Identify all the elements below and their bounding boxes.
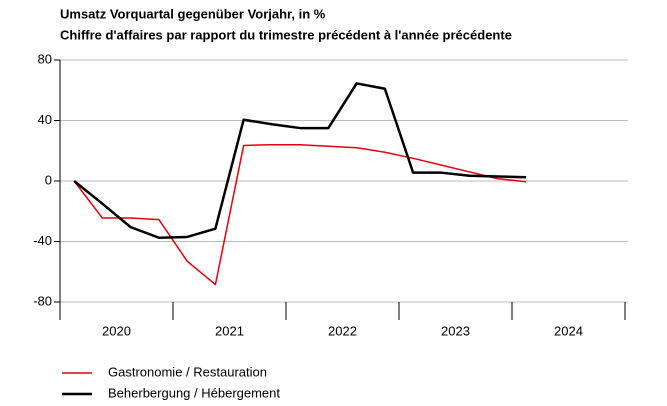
line-series xyxy=(73,143,527,286)
chart-title: Umsatz Vorquartal gegenüber Vorjahr, in … xyxy=(60,6,326,21)
x-tick-label: 2022 xyxy=(328,323,357,338)
chart-subtitle: Chiffre d'affaires par rapport du trimes… xyxy=(60,27,512,42)
x-tick-label: 2020 xyxy=(102,323,131,338)
y-tick-label: -40 xyxy=(33,233,52,248)
line-series xyxy=(73,82,527,239)
y-tick-label: 0 xyxy=(45,172,52,187)
x-tick-label: 2021 xyxy=(215,323,244,338)
x-tick-label: 2023 xyxy=(441,323,470,338)
legend-label: Beherbergung / Hébergement xyxy=(108,385,280,400)
y-tick-label: 80 xyxy=(38,51,52,66)
y-tick-label: 40 xyxy=(38,112,52,127)
x-tick-label: 2024 xyxy=(554,323,583,338)
y-tick-label: -80 xyxy=(33,293,52,308)
legend-label: Gastronomie / Restauration xyxy=(108,364,267,379)
